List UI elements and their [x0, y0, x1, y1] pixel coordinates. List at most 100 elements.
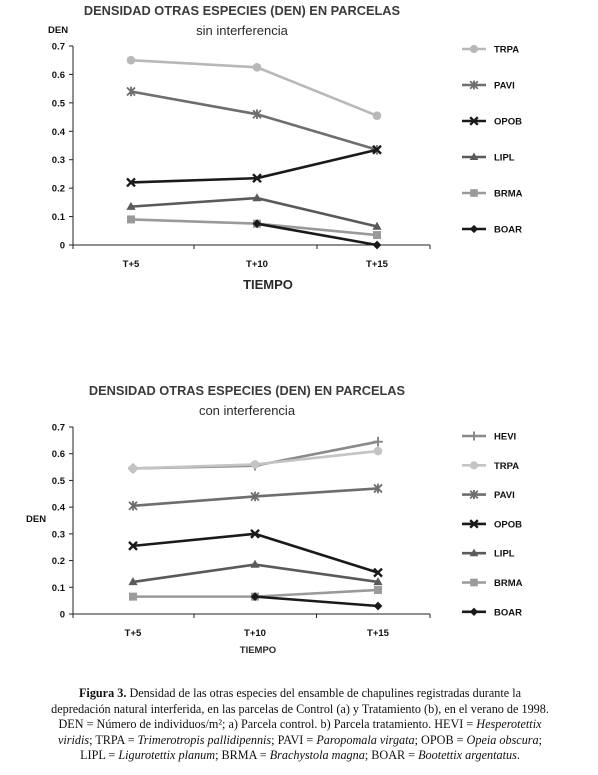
y-tick-label: 0.3 — [52, 155, 65, 166]
series-boar — [250, 592, 383, 611]
series-lipl — [126, 193, 382, 230]
legend-item-lipl: LIPL — [462, 548, 515, 560]
series-boar — [252, 219, 382, 250]
legend-label: LIPL — [494, 153, 515, 164]
y-tick-label: 0.6 — [52, 449, 65, 460]
y-axis-label: DEN — [26, 514, 46, 525]
legend-marker — [469, 80, 479, 90]
y-tick-label: 0.1 — [52, 212, 66, 223]
y-tick-label: 0 — [60, 241, 65, 252]
data-point — [252, 193, 262, 202]
y-tick-label: 0.2 — [52, 556, 65, 567]
data-point — [372, 221, 382, 230]
data-point — [128, 541, 138, 551]
data-point — [252, 63, 262, 72]
x-tick-label: T+15 — [366, 259, 389, 270]
caption-boar-text: ; BOAR = — [364, 748, 419, 763]
series-pavi — [126, 86, 382, 155]
y-tick-label: 0.4 — [52, 127, 66, 138]
legend-item-lipl: LIPL — [462, 152, 515, 164]
data-point — [373, 601, 383, 611]
data-point — [373, 577, 383, 586]
y-axis-label: DEN — [48, 25, 68, 36]
caption-opob-name: Opeia obscura — [466, 732, 539, 747]
caption-label: Figura 3. — [78, 686, 127, 700]
x-tick-label: T+10 — [244, 628, 266, 639]
legend-label: BOAR — [494, 607, 522, 618]
legend-marker — [469, 431, 479, 441]
figure-caption: Figura 3. Densidad de las otras especies… — [8, 686, 592, 764]
x-axis-label: TIEMPO — [240, 645, 276, 656]
legend-marker — [469, 519, 479, 529]
legend-item-pavi: PAVI — [462, 80, 515, 92]
y-tick-label: 0 — [60, 610, 65, 621]
caption-end: . — [516, 748, 520, 763]
y-tick-label: 0.6 — [52, 70, 65, 81]
data-point — [128, 464, 138, 473]
legend-label: PAVI — [494, 490, 515, 501]
caption-hevi-name2: viridis — [57, 732, 90, 747]
data-point — [374, 585, 382, 594]
legend-label: BRMA — [494, 578, 523, 589]
data-point — [250, 529, 260, 539]
caption-hevi-name: Hesperotettix — [476, 717, 542, 732]
caption-brma-name: Brachystola magna — [269, 748, 365, 763]
data-point — [250, 559, 260, 568]
x-tick-label: T+5 — [123, 259, 140, 270]
caption-trpa-text: ; TRPA = — [89, 732, 138, 747]
legend-label: BRMA — [494, 189, 523, 200]
legend-label: HEVI — [494, 432, 516, 443]
data-point — [129, 592, 137, 601]
legend-marker — [469, 607, 479, 616]
caption-lipl-text: LIPL = — [80, 748, 119, 763]
legend-label: PAVI — [494, 81, 515, 92]
y-tick-label: 0.1 — [52, 583, 66, 594]
legend-item-pavi: PAVI — [462, 490, 515, 501]
legend-marker — [469, 152, 479, 161]
chart-sin-interferencia: DENSIDAD OTRAS ESPECIES (DEN) EN PARCELA… — [48, 3, 523, 292]
y-tick-label: 0.3 — [52, 529, 65, 540]
data-point — [373, 446, 383, 456]
data-point — [126, 86, 136, 97]
data-point — [373, 436, 383, 447]
legend-label: TRPA — [494, 461, 519, 472]
chart-title: DENSIDAD OTRAS ESPECIES (DEN) EN PARCELA… — [84, 3, 401, 18]
data-point — [250, 491, 260, 502]
x-tick-label: T+10 — [246, 259, 268, 270]
legend-item-hevi: HEVI — [462, 431, 516, 443]
legend-label: TRPA — [494, 45, 519, 56]
series-opob — [126, 144, 382, 188]
chart-subtitle: con interferencia — [199, 403, 296, 418]
data-point — [372, 111, 382, 120]
legend-item-opob: OPOB — [462, 116, 522, 128]
legend-label: OPOB — [494, 519, 522, 530]
chart-con-interferencia: DENSIDAD OTRAS ESPECIES (DEN) EN PARCELA… — [26, 383, 523, 656]
caption-pavi-text: ; PAVI = — [271, 732, 317, 747]
y-tick-label: 0.7 — [52, 42, 65, 53]
caption-line1: Densidad de las otras especies del ensam… — [126, 686, 521, 700]
data-point — [373, 567, 383, 578]
series-pavi — [128, 483, 383, 511]
y-tick-label: 0.4 — [52, 503, 66, 514]
y-tick-label: 0.5 — [52, 476, 66, 487]
chart-title: DENSIDAD OTRAS ESPECIES (DEN) EN PARCELA… — [89, 383, 406, 398]
data-point — [372, 240, 382, 250]
x-tick-label: T+15 — [367, 628, 390, 639]
data-point — [372, 144, 382, 155]
data-point — [250, 460, 260, 469]
y-tick-label: 0.7 — [52, 423, 65, 434]
series-line — [130, 148, 378, 184]
chart-subtitle: sin interferencia — [196, 23, 289, 38]
series-opob — [128, 529, 383, 578]
legend-marker — [469, 548, 479, 557]
series-trpa — [126, 55, 382, 120]
data-point — [373, 483, 383, 494]
data-point — [126, 177, 136, 188]
caption-trpa-name: Trimerotropis pallidipennis — [137, 732, 272, 747]
caption-line3: DEN = Número de individuos/m²; a) Parcel… — [58, 717, 477, 732]
legend-marker — [469, 461, 479, 470]
legend-label: LIPL — [494, 549, 515, 560]
legend-label: BOAR — [494, 225, 522, 236]
series-trpa — [128, 446, 383, 473]
legend-marker — [469, 116, 479, 126]
